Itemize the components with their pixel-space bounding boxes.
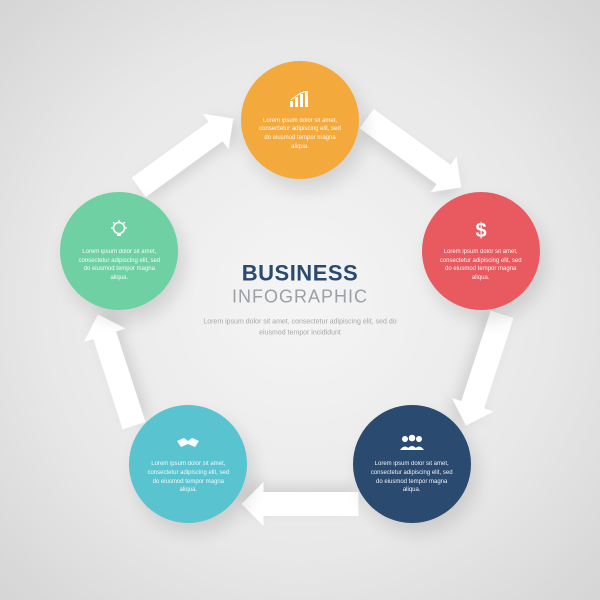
users-icon bbox=[398, 432, 426, 454]
dollar-icon: $ bbox=[472, 220, 490, 242]
cycle-node-dollar: $ Lorem ipsum dolor sit amet, consectetur… bbox=[422, 192, 540, 310]
cycle-node-chart: Lorem ipsum dolor sit amet, consectetur … bbox=[241, 61, 359, 179]
cycle-arrow-2 bbox=[241, 482, 358, 526]
infographic-stage: BUSINESS INFOGRAPHIC Lorem ipsum dolor s… bbox=[0, 0, 600, 600]
svg-text:$: $ bbox=[475, 220, 486, 242]
center-title: BUSINESS bbox=[180, 261, 420, 284]
center-body: Lorem ipsum dolor sit amet, consectetur … bbox=[180, 318, 420, 339]
cycle-node-body: Lorem ipsum dolor sit amet, consectetur … bbox=[434, 248, 528, 283]
cycle-arrow-4 bbox=[126, 101, 247, 205]
cycle-node-handshake: Lorem ipsum dolor sit amet, consectetur … bbox=[129, 405, 247, 523]
bar-chart-icon bbox=[289, 89, 311, 111]
cycle-node-body: Lorem ipsum dolor sit amet, consectetur … bbox=[141, 460, 235, 495]
handshake-icon bbox=[175, 432, 201, 454]
cycle-arrow-0 bbox=[354, 101, 475, 205]
cycle-node-bulb: Lorem ipsum dolor sit amet, consectetur … bbox=[60, 192, 178, 310]
cycle-node-body: Lorem ipsum dolor sit amet, consectetur … bbox=[253, 117, 347, 152]
cycle-node-people: Lorem ipsum dolor sit amet, consectetur … bbox=[353, 405, 471, 523]
cycle-arrow-1 bbox=[445, 307, 523, 432]
center-block: BUSINESS INFOGRAPHIC Lorem ipsum dolor s… bbox=[180, 261, 420, 338]
center-subtitle: INFOGRAPHIC bbox=[180, 287, 420, 308]
cycle-node-body: Lorem ipsum dolor sit amet, consectetur … bbox=[365, 460, 459, 495]
cycle-arrow-3 bbox=[77, 307, 155, 432]
lightbulb-icon bbox=[110, 220, 128, 242]
cycle-node-body: Lorem ipsum dolor sit amet, consectetur … bbox=[72, 248, 166, 283]
